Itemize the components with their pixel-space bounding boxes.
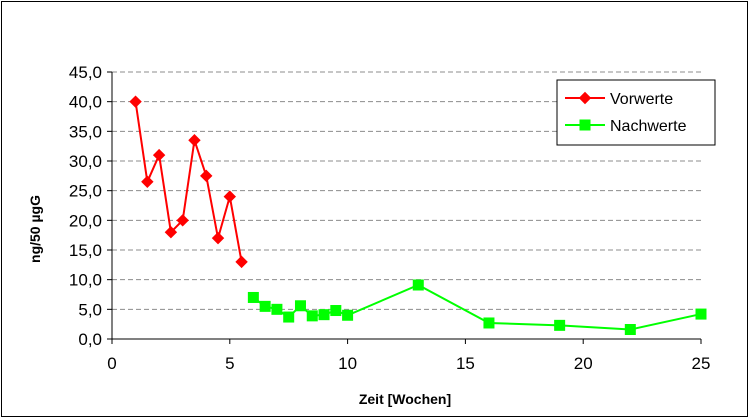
legend-marker-vorwerte [578,91,592,105]
y-tick-label: 10,0 [69,271,102,290]
x-tick-label: 10 [338,354,357,373]
y-tick-label: 45,0 [69,63,102,82]
y-tick-label: 0,0 [78,330,102,349]
data-point-nachwerte [294,300,306,312]
data-point-nachwerte [412,279,424,291]
data-point-nachwerte [306,310,318,322]
legend: Vorwerte Nachwerte [556,79,716,146]
series-line-vorwerte [134,101,243,263]
data-point-vorwerte [129,95,142,108]
x-axis-title: Zeit [Wochen] [359,391,451,407]
x-tick-label: 15 [456,354,475,373]
data-point-vorwerte [200,169,213,183]
data-point-nachwerte [259,300,271,312]
series-layer [129,95,707,336]
data-point-nachwerte [483,317,495,329]
legend-marker-nachwerte [579,119,591,131]
data-point-nachwerte [695,308,707,320]
data-point-vorwerte [223,190,237,203]
y-tick-label: 20,0 [69,211,102,230]
data-point-nachwerte [247,291,259,303]
series-line-nachwerte [252,283,702,331]
data-point-nachwerte [342,309,354,321]
x-tick-label: 20 [574,354,593,373]
y-tick-labels: 0,0 5,0 10,0 15,0 20,0 25,0 30,0 35,0 40,0 45,0 [69,63,112,349]
data-point-vorwerte [152,148,166,162]
data-point-vorwerte [188,134,201,147]
y-tick-label: 30,0 [69,152,102,171]
y-tick-label: 40,0 [69,93,102,112]
y-tick-label: 25,0 [69,182,102,201]
data-point-vorwerte [176,214,189,227]
legend-label-nachwerte: Nachwerte [610,118,687,135]
data-point-vorwerte [211,231,225,245]
data-point-nachwerte [554,319,566,331]
data-point-nachwerte [330,305,342,317]
data-point-nachwerte [271,303,283,315]
data-point-nachwerte [318,309,330,321]
x-tick-label: 25 [692,354,711,373]
axes [111,72,701,340]
series-vorwerte [129,95,248,269]
series-nachwerte [247,279,707,336]
legend-label-vorwerte: Vorwerte [610,91,673,108]
y-tick-label: 15,0 [69,241,102,260]
y-tick-label: 5,0 [78,300,102,319]
y-axis-title: ng/50 µgG [27,195,43,263]
data-point-nachwerte [283,311,295,323]
data-point-vorwerte [235,255,248,269]
data-point-nachwerte [624,324,636,336]
legend-box [556,79,716,146]
x-tick-labels: 0 5 10 15 20 25 [107,339,710,373]
x-tick-label: 0 [107,354,116,373]
x-tick-label: 5 [225,354,234,373]
data-point-vorwerte [164,225,178,239]
y-tick-label: 35,0 [69,122,102,141]
data-point-vorwerte [141,175,154,188]
